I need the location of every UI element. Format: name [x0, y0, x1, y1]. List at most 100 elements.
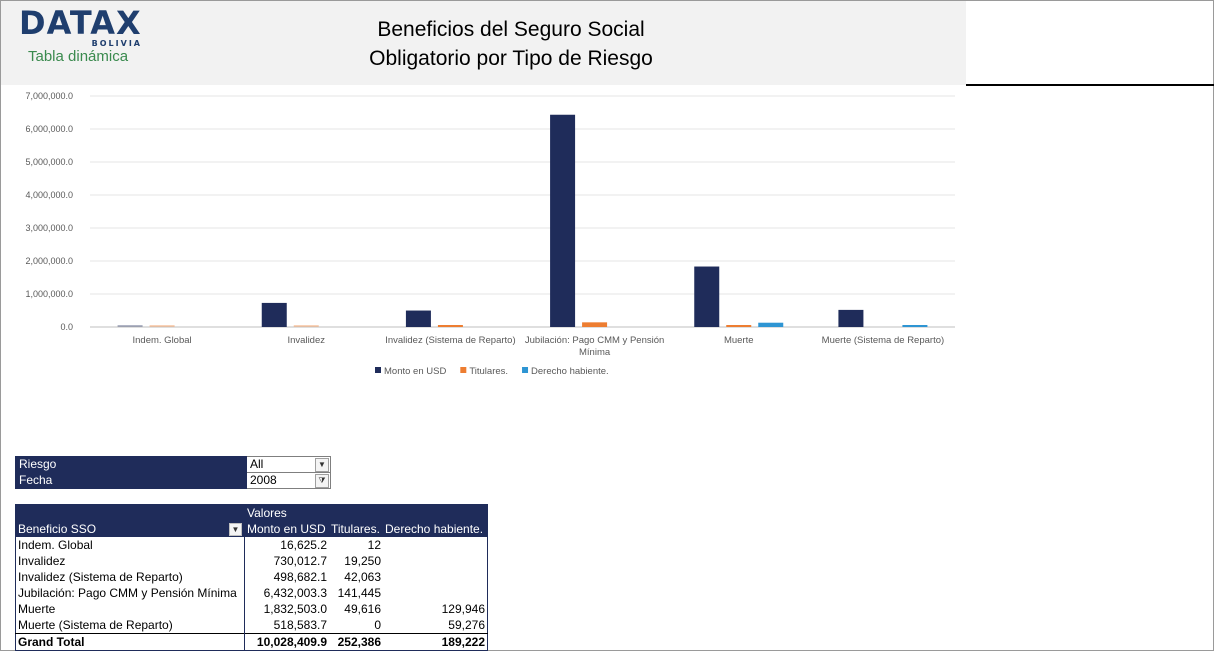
valores-label: Valores [244, 504, 329, 521]
x-tick-label: Muerte [724, 335, 754, 346]
total-label: Grand Total [15, 633, 245, 651]
cell-titulares: 42,063 [344, 570, 381, 584]
cell-monto: 518,583.7 [244, 617, 329, 634]
bar [758, 322, 784, 327]
cell-monto: 6,432,003.3 [244, 585, 329, 601]
dropdown-arrow-icon[interactable]: ▼ [315, 458, 329, 472]
bar [550, 114, 576, 327]
legend-swatch [522, 367, 529, 373]
row-header-cell[interactable]: Beneficio SSO ▼ [15, 521, 245, 537]
bar [582, 322, 608, 327]
filter-label-riesgo: Riesgo [15, 456, 247, 473]
cell-titulares: 12 [367, 538, 381, 552]
row-header-label: Beneficio SSO [18, 522, 97, 536]
legend-swatch [460, 367, 467, 373]
cell-derecho [383, 553, 488, 569]
table-row: Jubilación: Pago CMM y Pensión Mínima 6,… [16, 585, 488, 601]
x-tick-label: Mínima [579, 347, 611, 358]
col-header-derecho: Derecho habiente. [383, 521, 488, 537]
x-tick-label: Indem. Global [133, 335, 192, 346]
total-derecho: 189,222 [383, 633, 488, 651]
cell-derecho [383, 537, 488, 553]
table-row: Muerte 1,832,503.0 49,616 129,946 [16, 601, 488, 617]
cell-titulares: 19,250 [344, 554, 381, 568]
cell-titulares: 49,616 [344, 602, 381, 616]
bar [149, 325, 175, 327]
header-divider [966, 84, 1214, 86]
filter-value-fecha: 2008 [250, 473, 277, 487]
y-tick-label: 7,000,000.0 [25, 91, 73, 101]
bar [437, 325, 463, 327]
bar-chart: 0.0 1,000,000.0 2,000,000.0 3,000,000.0 4,00… [25, 91, 955, 377]
y-tick-label: 1,000,000.0 [25, 289, 73, 299]
x-tick-label: Invalidez [288, 335, 326, 346]
cell-derecho: 59,276 [448, 618, 485, 632]
legend-swatch [375, 367, 381, 373]
datax-logo: DATAX BOLIVIA [19, 5, 144, 49]
pivot-table: Valores Beneficio SSO ▼ Monto en USD Tit… [15, 504, 488, 651]
row-label: Indem. Global [18, 538, 93, 552]
pivot-values-row: Valores [15, 504, 488, 521]
pivot-header-row: Beneficio SSO ▼ Monto en USD Titulares. … [15, 521, 488, 537]
filter-dropdown-riesgo[interactable]: All ▼ [246, 456, 331, 473]
bar [117, 325, 143, 327]
cell-derecho [383, 569, 488, 585]
cell-monto: 1,832,503.0 [244, 601, 329, 617]
title-line-1: Beneficios del Seguro Social [377, 18, 645, 41]
y-tick-label: 4,000,000.0 [25, 190, 73, 200]
total-monto: 10,028,409.9 [244, 633, 329, 651]
row-label: Jubilación: Pago CMM y Pensión Mínima [18, 586, 237, 600]
bar [293, 325, 319, 327]
pivot-filters: Riesgo All ▼ Fecha 2008 ⧩ [15, 456, 331, 489]
y-tick-label: 2,000,000.0 [25, 256, 73, 266]
logo-text: DATAX [19, 4, 142, 42]
bar [694, 266, 720, 327]
filter-value-riesgo: All [250, 457, 264, 471]
cell-titulares: 141,445 [337, 586, 381, 600]
y-tick-label: 6,000,000.0 [25, 124, 73, 134]
legend-label: Monto en USD [384, 366, 446, 377]
x-tick-label: Muerte (Sistema de Reparto) [822, 335, 945, 346]
report-subtitle: Tabla dinámica [28, 48, 129, 65]
x-tick-label: Invalidez (Sistema de Reparto) [385, 335, 515, 346]
title-line-2: Obligatorio por Tipo de Riesgo [369, 47, 653, 70]
row-label: Invalidez (Sistema de Reparto) [18, 570, 183, 584]
x-tick-label: Jubilación: Pago CMM y Pensión [525, 335, 664, 346]
filter-funnel-icon[interactable]: ⧩ [315, 474, 329, 488]
logo-subtext: BOLIVIA [91, 39, 142, 48]
cell-monto: 16,625.2 [244, 537, 329, 553]
cell-titulares: 0 [374, 618, 381, 632]
table-row: Indem. Global 16,625.2 12 [16, 537, 488, 553]
cell-derecho [383, 585, 488, 601]
cell-monto: 498,682.1 [244, 569, 329, 585]
row-label: Invalidez [18, 554, 66, 568]
y-tick-label: 0.0 [60, 322, 73, 332]
row-label: Muerte (Sistema de Reparto) [18, 618, 173, 632]
y-tick-label: 3,000,000.0 [25, 223, 73, 233]
dropdown-arrow-icon[interactable]: ▼ [229, 523, 242, 536]
y-tick-label: 5,000,000.0 [25, 157, 73, 167]
legend-label: Derecho habiente. [531, 366, 609, 377]
filter-row-fecha: Fecha 2008 ⧩ [15, 472, 331, 489]
bar [726, 325, 752, 327]
bar [261, 302, 287, 327]
col-header-titulares: Titulares. [329, 521, 383, 537]
grand-total-row: Grand Total 10,028,409.9 252,386 189,222 [15, 633, 488, 651]
row-label: Muerte [18, 602, 56, 616]
report-header: DATAX BOLIVIA Tabla dinámica Beneficios … [1, 1, 966, 85]
bar [838, 309, 864, 327]
filter-label-fecha: Fecha [15, 472, 247, 489]
table-row: Muerte (Sistema de Reparto) 518,583.7 0 … [16, 617, 488, 634]
table-row: Invalidez (Sistema de Reparto) 498,682.1… [16, 569, 488, 585]
total-titulares: 252,386 [329, 633, 383, 651]
report-title: Beneficios del Seguro Social Obligatorio… [301, 15, 721, 73]
table-row: Invalidez 730,012.7 19,250 [16, 553, 488, 569]
cell-monto: 730,012.7 [244, 553, 329, 569]
bar [902, 325, 928, 327]
filter-row-riesgo: Riesgo All ▼ [15, 456, 331, 473]
bar [405, 310, 431, 327]
legend-label: Titulares. [469, 366, 508, 377]
col-header-monto: Monto en USD [244, 521, 329, 537]
filter-dropdown-fecha[interactable]: 2008 ⧩ [246, 472, 331, 489]
cell-derecho: 129,946 [441, 602, 485, 616]
